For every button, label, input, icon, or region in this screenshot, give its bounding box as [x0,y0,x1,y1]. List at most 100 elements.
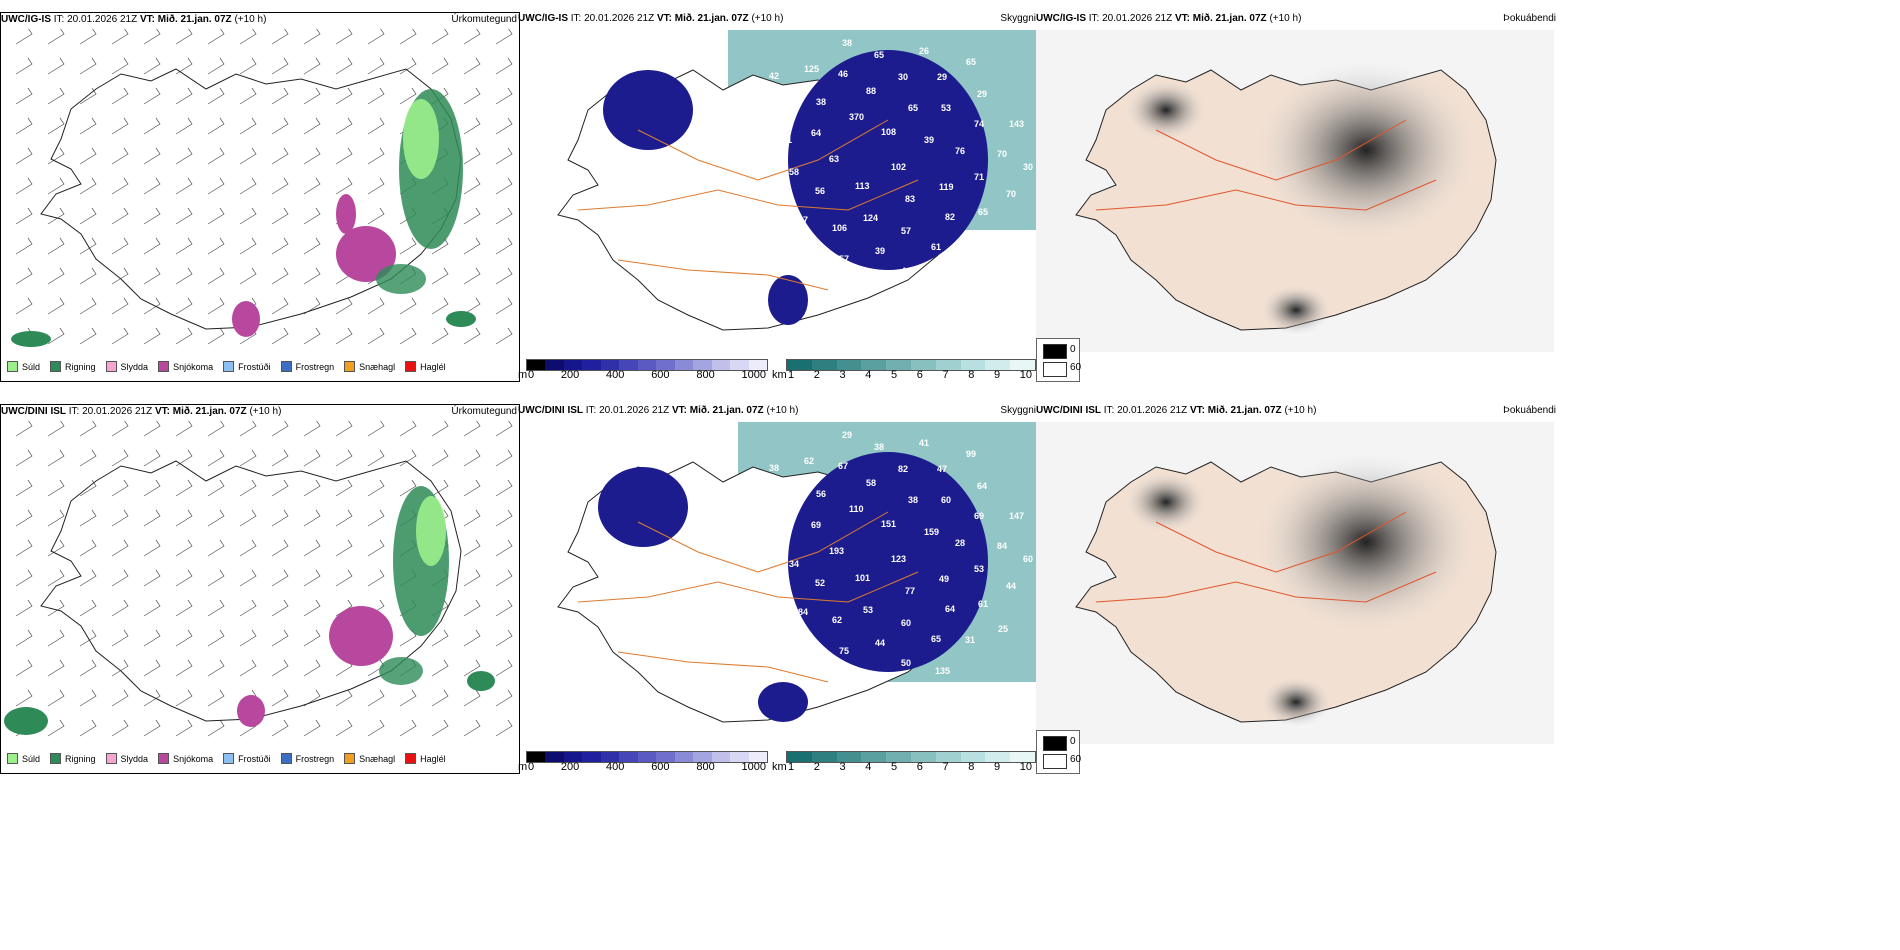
legend-item: Rigning [50,361,96,372]
precip-blobs [4,486,495,735]
wind-barb [47,719,65,737]
wind-barb [207,569,225,587]
wind-barb [463,689,481,707]
wind-barb [79,479,97,497]
ceiling-value: 65 [978,207,988,217]
legend-swatch [405,753,417,764]
wind-barb [431,629,449,647]
wind-barb [207,719,225,737]
vt-label: VT: [139,14,155,25]
wind-barb [495,147,513,165]
wind-barb [47,237,65,255]
wind-barb [303,689,321,707]
visibility-unit: km [772,761,787,773]
legend-label: Rigning [65,753,96,764]
ceiling-value: 119 [939,182,954,192]
ceiling-value: 135 [935,666,950,676]
wind-barb [15,629,33,647]
wind-barb [271,29,289,45]
wind-barb [303,479,321,497]
wind-barb [111,29,129,45]
wind-barb [175,29,193,45]
legend-swatch [280,753,292,764]
wind-barb [111,719,129,737]
wind-barb [79,629,97,647]
wind-barb [15,509,33,527]
visibility-colorbar [786,751,1036,763]
wind-barb [367,719,385,737]
wind-barb [335,147,353,165]
precip-map [1,421,519,751]
wind-barb [79,177,97,195]
wind-barb [111,177,129,195]
wind-barb [175,57,193,75]
wind-barb [47,267,65,285]
wind-barb [207,297,225,315]
ceiling-value: 91 [782,491,792,501]
ceiling-value: 75 [839,646,849,656]
wind-barb [175,421,193,437]
ceiling-value: 106 [832,223,847,233]
panel-header: UWC/IG-IS IT: 20.01.2026 21Z VT: Mið. 21… [1036,12,1558,26]
wind-barb [207,87,225,105]
ceiling-value: 62 [804,456,814,466]
wind-barb [495,327,513,345]
ceiling-value: 38 [842,38,852,48]
panel-header: UWC/DINI ISL IT: 20.01.2026 21Z VT: Mið.… [518,404,1038,418]
wind-barb [111,117,129,135]
wind-barb [463,117,481,135]
wind-barb [431,421,449,437]
ceiling-value: 61 [931,242,941,252]
ceiling-value: 113 [855,181,870,191]
ceiling-value: 69 [799,246,809,256]
wind-barb [399,87,417,105]
vt-value: Mið. 21.jan. 07Z [689,405,764,416]
it-label: IT: [53,14,65,25]
wind-barb [143,267,161,285]
vt-label: VT: [656,13,672,24]
wind-barb [495,207,513,225]
wind-barb [47,449,65,467]
ceiling-value: 120 [813,275,828,285]
wind-barb [111,659,129,677]
vt-label: VT: [671,405,687,416]
ceiling-value: 38 [874,442,884,452]
ceiling-value: 57 [839,254,849,264]
wind-barb [495,117,513,135]
ceiling-value: 76 [955,146,965,156]
wind-barb [111,479,129,497]
legend-swatch [158,361,170,372]
wind-barb [335,421,353,437]
ceiling-value: 46 [762,614,772,624]
wind-barb [111,87,129,105]
ceiling-value: 44 [875,638,885,648]
wind-barb [335,569,353,587]
fog-panel-row1: UWC/DINI ISL IT: 20.01.2026 21Z VT: Mið.… [1036,404,1558,774]
wind-barb [79,719,97,737]
tick-label: 1000 [741,761,766,773]
wind-barb [111,207,129,225]
ceiling-value: 53 [941,103,951,113]
wind-barb [15,207,33,225]
wind-barb [271,539,289,557]
legend-swatch [50,361,62,372]
legend-label: Haglél [420,361,446,372]
legend-swatch [405,361,417,372]
wind-barb [335,87,353,105]
wind-barb [271,629,289,647]
wind-barb [47,509,65,527]
wind-barb [143,539,161,557]
legend-swatch [280,361,292,372]
wind-barb [399,479,417,497]
ceiling-unit: m [518,761,528,773]
wind-barb [335,539,353,557]
wind-barb [207,29,225,45]
wind-barb [79,237,97,255]
wind-barb [239,659,257,677]
fog-panel-row0: UWC/IG-IS IT: 20.01.2026 21Z VT: Mið. 21… [1036,12,1558,382]
precip-legend: Súld Rigning Slydda Snjókoma Frostúði Fr… [7,753,446,764]
wind-barb [143,599,161,617]
wind-barb [463,569,481,587]
ceiling-value: 43 [998,232,1008,242]
fog-map-svg [1036,422,1554,744]
